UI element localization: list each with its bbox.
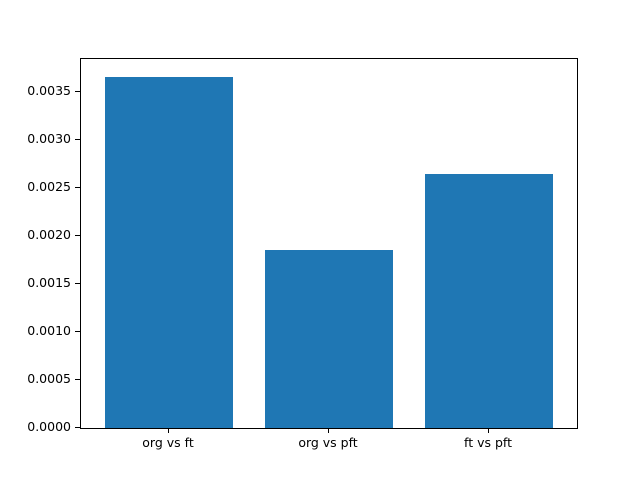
y-tick-mark — [75, 138, 80, 140]
x-tick-label-org-vs-pft: org vs pft — [298, 435, 358, 450]
y-tick-label: 0.0015 — [27, 274, 71, 290]
y-tick-mark — [75, 427, 80, 428]
x-tick-mark — [328, 428, 329, 433]
y-tick-label: 0.0035 — [27, 82, 71, 98]
y-tick-mark — [75, 282, 80, 284]
y-tick-label: 0.0030 — [27, 130, 71, 146]
x-tick-label-ft-vs-pft: ft vs pft — [464, 435, 512, 450]
y-tick-label: 0.0020 — [27, 226, 71, 242]
y-tick-mark — [75, 330, 80, 332]
y-tick-label: 0.0000 — [27, 419, 71, 434]
bar-ft-vs-pft — [425, 173, 553, 428]
y-tick-label: 0.0010 — [27, 322, 71, 338]
y-tick-label: 0.0005 — [27, 370, 71, 386]
bar-org-vs-ft — [105, 76, 233, 428]
y-tick-mark — [75, 378, 80, 380]
y-tick-mark — [75, 186, 80, 188]
x-tick-label-org-vs-ft: org vs ft — [142, 435, 194, 450]
y-tick-mark — [75, 90, 80, 92]
x-tick-mark — [488, 428, 489, 433]
plot-area — [80, 58, 578, 429]
y-tick-label: 0.0025 — [27, 178, 71, 194]
x-tick-mark — [168, 428, 169, 433]
bar-org-vs-pft — [265, 250, 393, 428]
y-tick-mark — [75, 234, 80, 236]
